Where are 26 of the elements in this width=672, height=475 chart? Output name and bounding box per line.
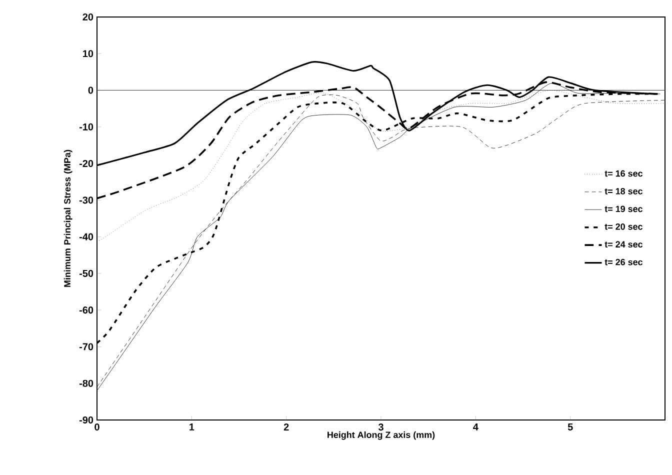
y-tick-label: -30 (79, 196, 94, 204)
y-tick-label: -60 (79, 306, 94, 314)
x-tick-label: 3 (378, 424, 384, 431)
y-tick-label: -40 (79, 233, 94, 240)
y-tick-label: -50 (79, 270, 94, 277)
x-axis-title: Height Along Z axis (mm) (328, 431, 435, 440)
y-tick-label: -90 (79, 416, 94, 424)
y-tick-label: 20 (82, 13, 94, 21)
x-tick-label: 2 (284, 424, 289, 430)
legend-label: t= 19 sec (604, 206, 643, 212)
x-tick-label: 5 (568, 424, 573, 430)
y-axis-title: Minimum Principal Stress (MPa) (64, 150, 72, 287)
legend-label: t= 26 sec (604, 258, 643, 266)
y-tick-label: -70 (79, 343, 94, 350)
y-tick-label: -10 (79, 123, 94, 130)
legend-label: t= 18 sec (604, 188, 643, 194)
y-tick-label: -80 (79, 380, 94, 387)
legend-label: t= 24 sec (604, 241, 643, 248)
legend-label: t= 20 sec (604, 223, 643, 230)
x-tick-label: 0 (94, 424, 100, 431)
y-tick-label: 10 (83, 50, 94, 58)
x-tick-label: 1 (190, 424, 194, 430)
y-tick-label: -20 (79, 160, 94, 168)
legend-label: t= 16 sec (604, 170, 643, 177)
x-tick-label: 4 (473, 424, 478, 430)
y-tick-label: 0 (88, 86, 94, 94)
